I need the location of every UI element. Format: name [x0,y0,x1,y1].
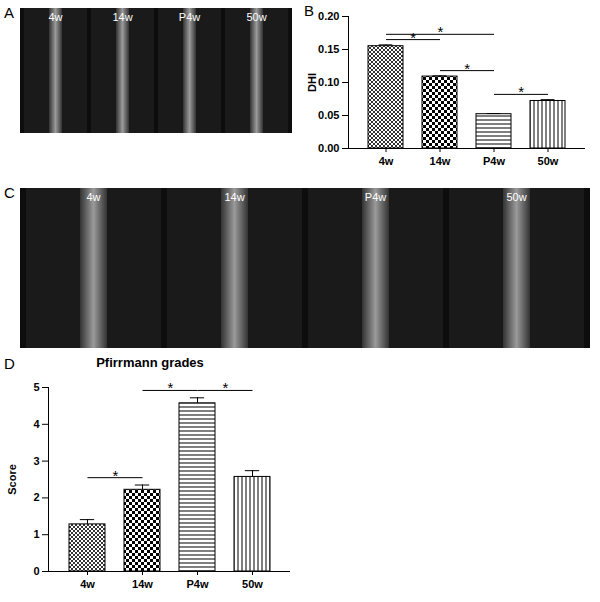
svg-text:0.05: 0.05 [318,109,339,121]
svg-text:*: * [464,60,470,77]
svg-text:14w: 14w [430,155,451,167]
svg-text:*: * [112,467,118,484]
svg-text:0.10: 0.10 [318,76,339,88]
svg-text:50w: 50w [538,155,559,167]
html-text:50w: 50w [246,11,267,23]
svg-text:*: * [410,29,416,46]
svg-text:50w: 50w [242,578,263,590]
svg-text:4w: 4w [80,578,95,590]
svg-text:0: 0 [33,565,39,577]
svg-text:P4w: P4w [483,155,505,167]
html-text:P4w: P4w [178,11,201,23]
svg-text:0.00: 0.00 [318,142,339,154]
svg-text:4: 4 [33,418,40,430]
html-text:D: D [4,355,15,372]
html-text:B: B [304,2,314,19]
svg-text:*: * [518,83,524,100]
html-text:A: A [4,4,14,21]
svg-text:3: 3 [33,455,39,467]
svg-text:5: 5 [33,381,39,393]
svg-text:0.20: 0.20 [318,10,339,22]
svg-text:*: * [167,379,173,396]
html-text:14w: 14w [224,191,245,203]
svg-text:*: * [438,23,444,40]
svg-text:0.15: 0.15 [318,43,339,55]
html-text:P4w: P4w [364,191,387,203]
svg-text:4w: 4w [379,155,394,167]
svg-text:2: 2 [33,491,39,503]
html-text:14w: 14w [112,11,133,23]
html-text:4w: 4w [48,11,63,23]
html-text:C: C [4,184,15,201]
svg-text:1: 1 [33,528,39,540]
svg-text:14w: 14w [132,578,153,590]
svg-text:P4w: P4w [186,578,208,590]
svg-text:*: * [222,379,228,396]
html-text:Pfirrmann grades: Pfirrmann grades [96,355,204,370]
html-text:4w: 4w [86,191,101,203]
svg-text:Score: Score [6,464,18,495]
svg-text:DHI: DHI [306,73,318,92]
html-text:50w: 50w [506,191,527,203]
